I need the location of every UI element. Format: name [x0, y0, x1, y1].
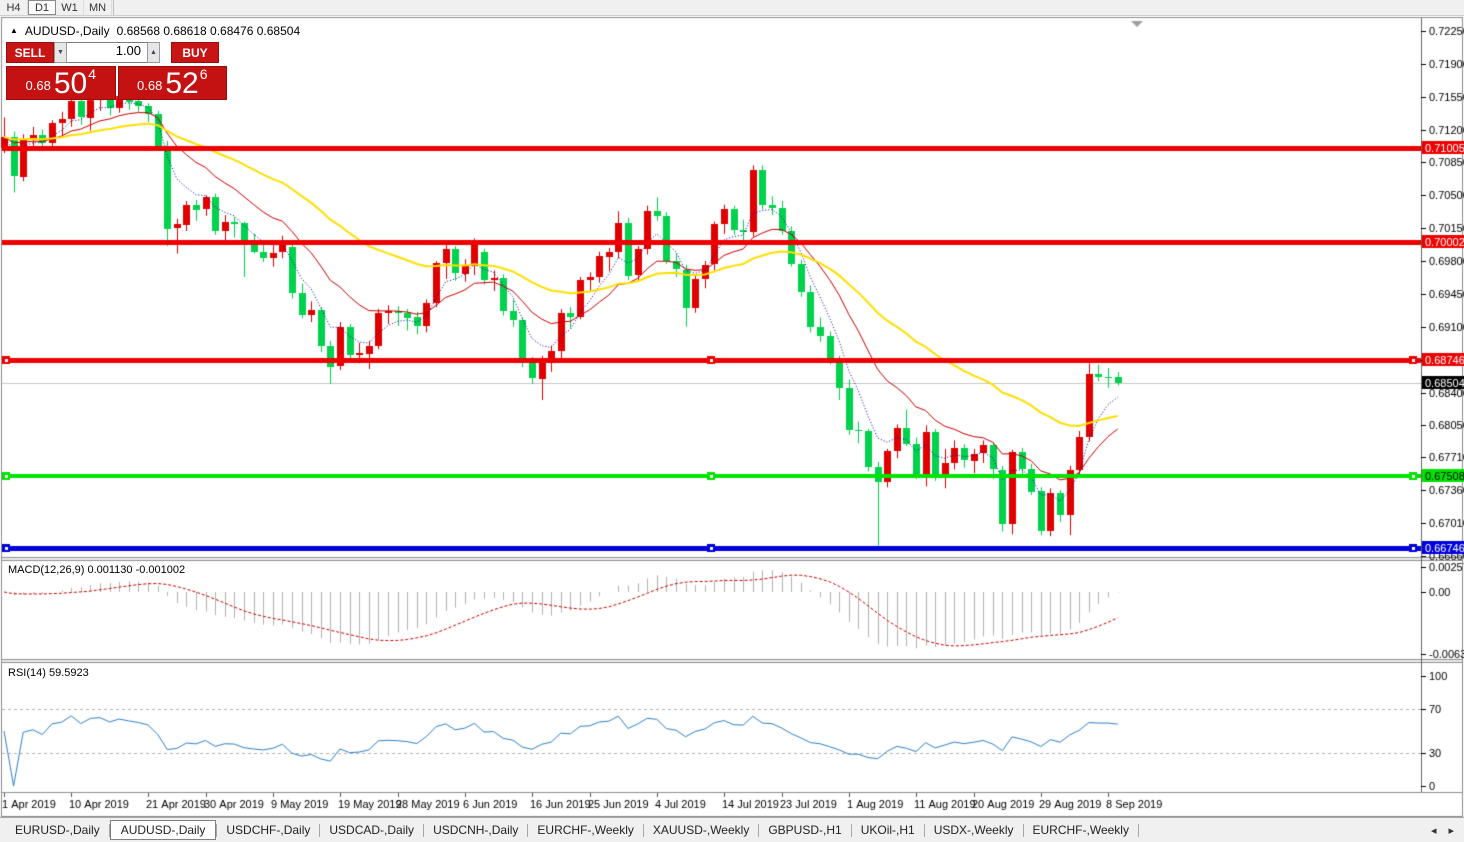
one-click-trading-panel: SELL ▼ 1.00 ▲ BUY 0.68 50 4 0.68 52 6	[6, 42, 227, 100]
tab-usdchf-daily[interactable]: USDCHF-,Daily	[226, 823, 311, 837]
sell-price-pips: 50	[53, 67, 88, 100]
tab-separator	[758, 823, 760, 837]
timeframe-toolbar: H4 D1 W1 MN	[0, 0, 1464, 16]
chart-ohlc-values: 0.68568 0.68618 0.68476 0.68504	[116, 24, 301, 38]
timeframe-button-h4[interactable]: H4	[0, 0, 28, 15]
macd-indicator-label[interactable]: MACD(12,26,9) 0.001130 -0.001002	[8, 564, 186, 576]
tab-separator	[1022, 823, 1024, 837]
chart-title: ▲ AUDUSD-,Daily 0.68568 0.68618 0.68476 …	[10, 24, 300, 38]
tab-audusd-daily[interactable]: AUDUSD-,Daily	[109, 820, 217, 840]
tab-gbpusd-h1[interactable]: GBPUSD-,H1	[768, 823, 842, 837]
tab-scroll-right-icon[interactable]: ▸	[1448, 824, 1454, 837]
tab-xauusd-weekly[interactable]: XAUUSD-,Weekly	[652, 823, 750, 837]
tab-eurchf-weekly[interactable]: EURCHF-,Weekly	[537, 823, 634, 837]
tab-eurusd-daily[interactable]: EURUSD-,Daily	[15, 823, 100, 837]
chart-symbol-label: AUDUSD-,Daily	[24, 24, 110, 38]
buy-price-point: 6	[199, 66, 208, 82]
tab-separator	[216, 823, 218, 837]
buy-price-button[interactable]: 0.68 52 6	[117, 66, 227, 100]
buy-price-prefix: 0.68	[137, 78, 163, 93]
symbol-tabbar: EURUSD-,Daily AUDUSD-,Daily USDCHF-,Dail…	[0, 817, 1464, 842]
tab-separator	[108, 823, 110, 837]
tab-scroll-arrows: ◂ ▸	[1431, 824, 1454, 837]
tab-separator	[527, 823, 529, 837]
timeframe-button-mn[interactable]: MN	[84, 0, 112, 15]
toolbar-separator	[113, 0, 114, 15]
tab-usdx-weekly[interactable]: USDX-,Weekly	[933, 823, 1014, 837]
tab-separator	[423, 823, 425, 837]
sell-price-button[interactable]: 0.68 50 4	[6, 66, 116, 100]
timeframe-button-w1[interactable]: W1	[56, 0, 84, 15]
collapse-trade-panel-icon[interactable]: ▲	[10, 26, 18, 35]
tab-usdcnh-daily[interactable]: USDCNH-,Daily	[433, 823, 519, 837]
trade-panel-row-top: SELL ▼ 1.00 ▲ BUY	[6, 42, 227, 63]
tab-eurchf-weekly-2[interactable]: EURCHF-,Weekly	[1032, 823, 1129, 837]
volume-input[interactable]: 1.00	[67, 42, 147, 63]
tab-scroll-left-icon[interactable]: ◂	[1430, 824, 1437, 837]
tab-separator	[319, 823, 321, 837]
buy-button[interactable]: BUY	[171, 42, 219, 63]
tab-separator	[923, 823, 925, 837]
tab-ukoil-h1[interactable]: UKOil-,H1	[860, 823, 915, 837]
timeframe-button-d1[interactable]: D1	[28, 0, 56, 15]
volume-increment-button[interactable]: ▲	[147, 42, 160, 63]
rsi-indicator-label[interactable]: RSI(14) 59.5923	[8, 667, 89, 679]
sell-button[interactable]: SELL	[6, 42, 54, 63]
chevron-down-icon: ▼	[57, 49, 64, 56]
trade-panel-row-prices: 0.68 50 4 0.68 52 6	[6, 66, 227, 100]
volume-decrement-button[interactable]: ▼	[54, 42, 67, 63]
tab-usdcad-daily[interactable]: USDCAD-,Daily	[329, 823, 415, 837]
chevron-up-icon: ▲	[150, 49, 157, 56]
buy-price-pips: 52	[165, 67, 199, 100]
tab-separator	[642, 823, 644, 837]
tab-separator	[850, 823, 852, 837]
tab-separator	[1137, 823, 1139, 837]
sell-price-prefix: 0.68	[25, 78, 51, 93]
sell-price-point: 4	[88, 66, 96, 82]
